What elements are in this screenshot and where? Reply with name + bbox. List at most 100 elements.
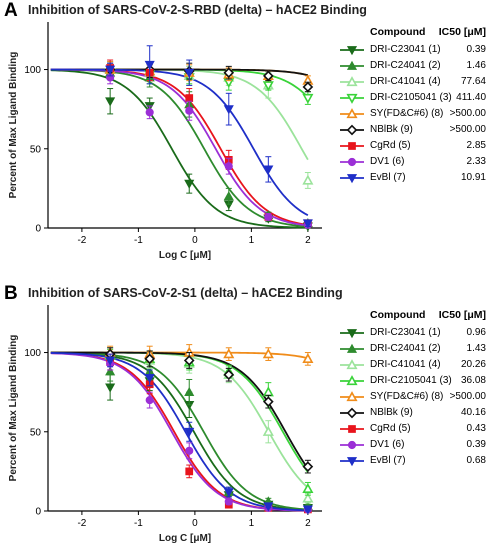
data-point (223, 369, 235, 381)
data-point (302, 353, 314, 364)
x-tick-label: 0 (192, 518, 198, 529)
legend-swatch (340, 157, 364, 167)
data-point (262, 386, 274, 397)
legend-marker (346, 391, 358, 402)
legend-marker (347, 440, 357, 450)
legend-swatch (340, 440, 364, 450)
legend-compound-name: DV1 (6) (370, 439, 405, 450)
legend-item: DRI-C2105041 (3) 411.40 (338, 90, 490, 106)
data-point (184, 68, 195, 78)
data-point (185, 446, 194, 455)
legend-marker (346, 76, 358, 87)
y-tick-label: 0 (35, 224, 41, 235)
data-point (302, 461, 314, 472)
legend-item: NBlBk (9) >500.00 (338, 122, 490, 138)
legend-ic50-value: 40.16 (460, 407, 486, 418)
data-point (223, 488, 234, 498)
data-point (302, 81, 314, 93)
legend-marker (346, 407, 358, 419)
series-curve (50, 68, 308, 227)
legend-item: DRI-C23041 (1) 0.39 (338, 42, 490, 58)
legend-ic50-value: 10.91 (460, 172, 486, 183)
series-curve (50, 69, 308, 229)
data-point (185, 106, 194, 115)
legend-ic50-value: 2.33 (466, 156, 486, 167)
legend-compound-header: Compound (370, 309, 426, 321)
data-point (302, 174, 314, 185)
y-tick-label: 50 (30, 144, 42, 155)
legend-swatch (340, 375, 364, 386)
legend-ic50-value: 0.68 (466, 455, 486, 466)
data-point (183, 355, 195, 366)
x-tick-label: -2 (77, 518, 86, 529)
legend-item: EvBl (7) 10.91 (338, 170, 490, 186)
data-point (223, 348, 235, 359)
data-point (263, 502, 274, 512)
data-point (262, 348, 274, 359)
legend-item: NBlBk (9) 40.16 (338, 405, 490, 421)
legend-ic50-value: >500.00 (449, 124, 486, 135)
x-tick-label: 2 (305, 518, 311, 529)
legend-ic50-value: 77.64 (460, 76, 486, 87)
y-tick-label: 50 (30, 427, 42, 438)
legend-swatch (340, 359, 364, 370)
panel-b-chart: 0 50 100 -2 -1 0 1 2 Log C [μM] Percent of Max Li… (8, 305, 322, 544)
data-point (105, 383, 116, 393)
data-point (224, 497, 233, 506)
legend-compound-name: DRI-C24041 (2) (370, 343, 441, 354)
legend-header: Compound IC50 [μM] (338, 26, 490, 42)
legend-item: DV1 (6) 0.39 (338, 437, 490, 453)
data-point (224, 162, 233, 171)
data-point (144, 353, 156, 365)
legend-swatch (340, 329, 364, 339)
panel-b-title: Inhibition of SARS-CoV-2-S1 (delta) – hA… (28, 286, 343, 300)
data-point (184, 179, 195, 189)
legend-item: DRI-C24041 (2) 1.43 (338, 341, 490, 357)
legend-item: CgRd (5) 0.43 (338, 421, 490, 437)
data-point (262, 396, 274, 407)
legend-ic50-value: 20.26 (460, 359, 486, 370)
legend-swatch (340, 108, 364, 119)
legend-swatch (340, 457, 364, 467)
legend-item: DV1 (6) 2.33 (338, 154, 490, 170)
panel-b-legend: Compound IC50 [μM] DRI-C23041 (1) 0.96 DRI… (338, 309, 490, 469)
data-point (223, 67, 235, 79)
x-axis-label: Log C [μM] (159, 250, 211, 261)
legend-ic50-value: >500.00 (449, 391, 486, 402)
x-tick-label: -2 (77, 235, 86, 246)
legend-ic50-value: 1.43 (466, 343, 486, 354)
legend-ic50-value: 411.40 (456, 92, 486, 103)
legend-item: DRI-C24041 (2) 1.46 (338, 58, 490, 74)
panel-a-title: Inhibition of SARS-CoV-2-S-RBD (delta) –… (28, 3, 367, 17)
legend-compound-name: DV1 (6) (370, 156, 405, 167)
legend-compound-name: EvBl (7) (370, 172, 406, 183)
legend-ic50-value: 2.85 (466, 140, 486, 151)
legend-swatch (340, 425, 364, 433)
data-point (185, 467, 194, 476)
legend-item: CgRd (5) 2.85 (338, 138, 490, 154)
legend-swatch (340, 391, 364, 402)
x-tick-label: 1 (249, 235, 255, 246)
legend-compound-header: Compound (370, 26, 426, 38)
x-tick-label: -1 (134, 235, 143, 246)
data-point (262, 70, 274, 82)
legend-item: SY(FD&C#6) (8) >500.00 (338, 389, 490, 405)
legend-marker (346, 174, 358, 184)
legend-compound-name: EvBl (7) (370, 455, 406, 466)
legend-marker (348, 425, 356, 433)
legend-marker (346, 457, 358, 467)
data-point (302, 492, 314, 503)
legend-ic50-value: 0.96 (466, 327, 486, 338)
x-axis-label: Log C [μM] (159, 533, 211, 544)
data-point (105, 356, 116, 366)
legend-compound-name: CgRd (5) (370, 423, 411, 434)
legend-swatch (340, 407, 364, 419)
legend-item: DRI-C2105041 (3) 36.08 (338, 373, 490, 389)
legend-marker (348, 142, 356, 150)
legend-swatch (340, 174, 364, 184)
legend-marker (347, 157, 357, 167)
panel-a-legend: Compound IC50 [μM] DRI-C23041 (1) 0.39 DRI… (338, 26, 490, 186)
x-tick-label: -1 (134, 518, 143, 529)
legend-compound-name: SY(FD&C#6) (8) (370, 108, 444, 119)
y-tick-label: 0 (35, 507, 41, 518)
